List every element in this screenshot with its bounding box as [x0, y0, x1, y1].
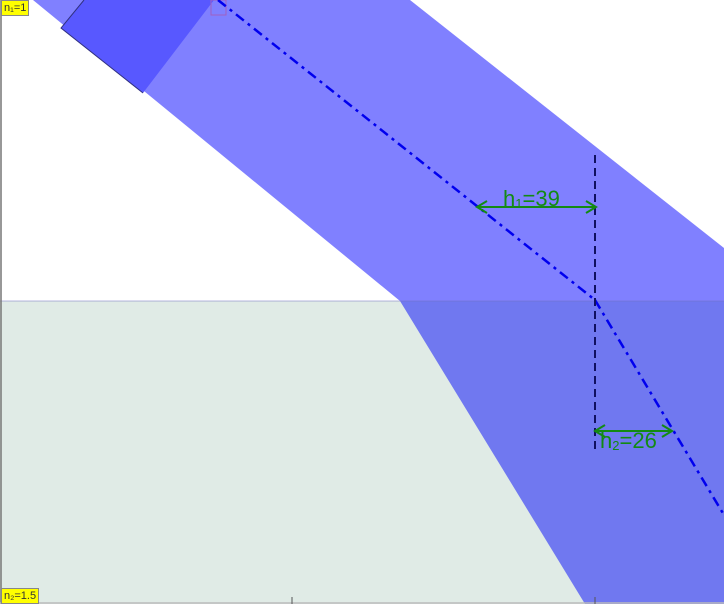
h2-prefix: h [600, 428, 613, 453]
h2-value: =26 [619, 428, 657, 453]
refracted-ray [593, 299, 724, 516]
wavefront-band[interactable] [61, 0, 214, 93]
h1-arrow [475, 200, 598, 214]
wavefront-edge [60, 0, 144, 94]
h1-value: =39 [522, 186, 560, 211]
drag-handle[interactable] [210, 0, 227, 16]
n2-label: n₂=1.5 [1, 588, 40, 604]
h1-prefix: h [503, 186, 516, 211]
refracted-beam [400, 301, 724, 604]
n1-label: n₁=1 [1, 0, 30, 16]
h1-label: h1=39 [503, 188, 560, 215]
h2-subscript: 2 [612, 438, 620, 453]
incident-beam [33, 0, 724, 301]
h2-arrow [593, 424, 674, 438]
h2-label: h2=26 [600, 430, 657, 457]
h1-subscript: 1 [515, 196, 523, 211]
